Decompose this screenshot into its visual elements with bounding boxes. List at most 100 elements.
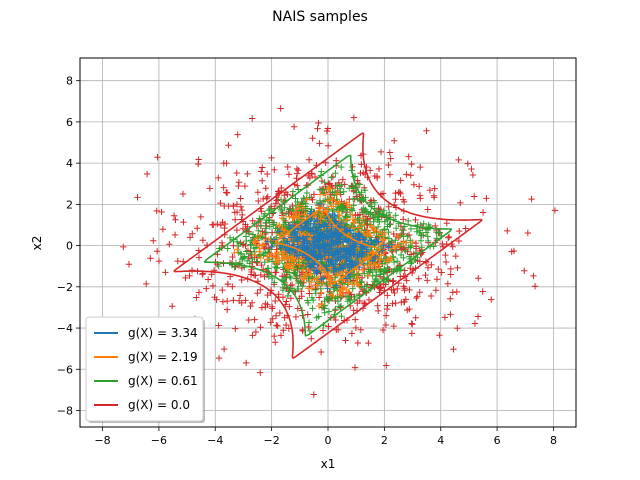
sample-point bbox=[193, 294, 200, 301]
sample-point bbox=[417, 231, 425, 239]
sample-point bbox=[444, 280, 452, 288]
sample-point bbox=[328, 227, 335, 234]
sample-point bbox=[296, 261, 303, 268]
sample-point bbox=[370, 213, 377, 221]
sample-point bbox=[442, 258, 450, 266]
sample-point bbox=[289, 188, 297, 195]
sample-point bbox=[320, 235, 327, 242]
sample-point bbox=[531, 282, 539, 290]
sample-point bbox=[217, 199, 224, 207]
sample-point bbox=[279, 248, 287, 255]
sample-point bbox=[258, 261, 265, 269]
sample-point bbox=[305, 319, 313, 326]
sample-point bbox=[387, 155, 394, 162]
sample-point bbox=[134, 194, 141, 201]
sample-point bbox=[337, 264, 345, 271]
x-tick-label: 4 bbox=[437, 434, 444, 447]
sample-point bbox=[361, 187, 369, 194]
sample-point bbox=[230, 297, 237, 304]
sample-point bbox=[331, 231, 338, 238]
sample-point bbox=[159, 226, 167, 233]
sample-point bbox=[379, 326, 387, 334]
sample-point bbox=[272, 269, 279, 276]
sample-point bbox=[436, 332, 443, 339]
sample-point bbox=[391, 242, 399, 250]
sample-point bbox=[325, 308, 333, 315]
sample-point bbox=[475, 275, 482, 282]
sample-point bbox=[257, 369, 264, 376]
sample-point bbox=[303, 233, 311, 240]
sample-point bbox=[435, 265, 442, 273]
sample-point bbox=[301, 224, 308, 232]
sample-point bbox=[263, 256, 271, 263]
sample-point bbox=[143, 170, 151, 178]
sample-point bbox=[153, 247, 161, 255]
sample-point bbox=[286, 273, 294, 280]
sample-point bbox=[284, 163, 291, 171]
sample-point bbox=[379, 260, 386, 267]
sample-point bbox=[329, 173, 337, 181]
sample-point bbox=[232, 325, 239, 332]
sample-point bbox=[376, 229, 384, 236]
sample-point bbox=[408, 330, 416, 337]
sample-point bbox=[374, 302, 381, 310]
sample-point bbox=[299, 266, 307, 274]
sample-point bbox=[336, 291, 344, 298]
sample-point bbox=[271, 279, 278, 286]
sample-point bbox=[471, 320, 479, 327]
sample-point bbox=[272, 297, 279, 305]
sample-point bbox=[235, 242, 242, 250]
sample-point bbox=[298, 222, 305, 230]
sample-point bbox=[246, 250, 254, 258]
sample-point bbox=[299, 282, 306, 290]
sample-point bbox=[331, 212, 339, 219]
sample-point bbox=[356, 251, 364, 258]
sample-point bbox=[456, 227, 463, 235]
sample-point bbox=[325, 185, 332, 192]
sample-point bbox=[166, 241, 173, 248]
sample-point bbox=[330, 292, 337, 300]
sample-point bbox=[307, 263, 315, 271]
sample-point bbox=[272, 200, 279, 207]
sample-point bbox=[412, 239, 420, 247]
x-tick-label: 0 bbox=[325, 434, 332, 447]
sample-point bbox=[332, 170, 339, 177]
sample-point bbox=[324, 142, 332, 149]
sample-point bbox=[257, 254, 265, 262]
sample-point bbox=[300, 194, 307, 202]
sample-point bbox=[265, 273, 272, 280]
sample-point bbox=[217, 221, 225, 229]
y-tick-label: 6 bbox=[66, 116, 73, 129]
sample-point bbox=[445, 233, 453, 241]
sample-point bbox=[390, 230, 397, 238]
sample-point bbox=[150, 237, 157, 244]
sample-point bbox=[418, 244, 425, 251]
sample-point bbox=[238, 256, 246, 263]
sample-point bbox=[400, 238, 407, 246]
sample-point bbox=[337, 302, 345, 310]
sample-point bbox=[312, 290, 320, 297]
sample-point bbox=[530, 272, 537, 280]
sample-point bbox=[233, 201, 241, 208]
sample-point bbox=[315, 233, 322, 240]
sample-point bbox=[277, 332, 285, 339]
sample-point bbox=[392, 225, 400, 232]
sample-point bbox=[237, 250, 245, 257]
sample-point bbox=[305, 255, 312, 263]
sample-point bbox=[430, 243, 437, 250]
sample-point bbox=[199, 236, 207, 244]
sample-point bbox=[345, 288, 352, 296]
sample-point bbox=[264, 291, 271, 299]
sample-point bbox=[304, 311, 311, 318]
sample-point bbox=[479, 288, 486, 295]
sample-point bbox=[350, 307, 357, 314]
sample-point bbox=[213, 296, 220, 303]
sample-point bbox=[242, 297, 249, 304]
sample-point bbox=[388, 286, 395, 293]
sample-point bbox=[269, 305, 276, 312]
sample-point bbox=[462, 225, 469, 232]
sample-point bbox=[338, 312, 345, 320]
sample-point bbox=[426, 187, 434, 194]
sample-point bbox=[307, 225, 314, 232]
sample-point bbox=[377, 271, 384, 278]
